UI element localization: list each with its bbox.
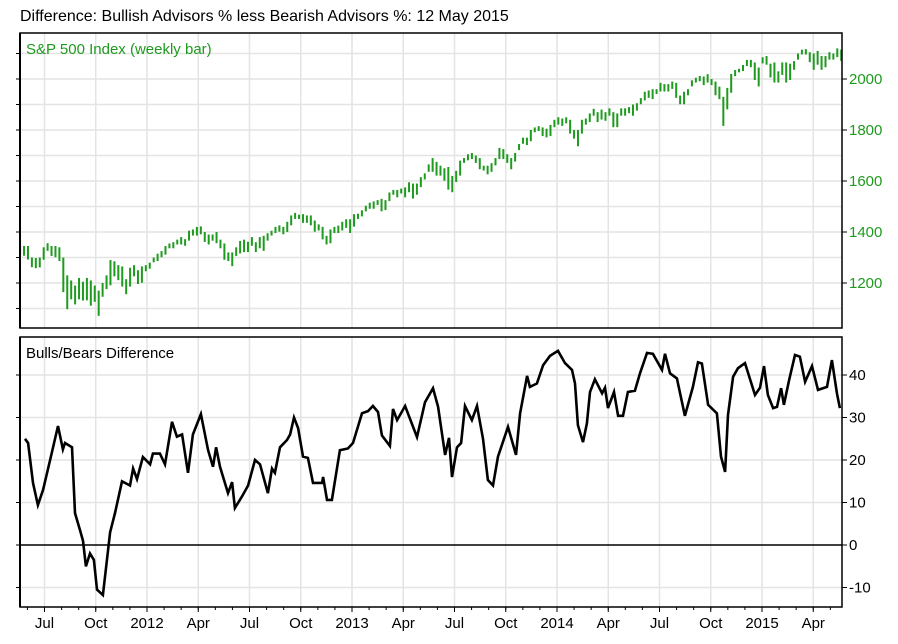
- x-tick-label: 2014: [540, 615, 573, 632]
- sp500-panel: 1200 1400 1600 1800 2000 S&P 500 Index (weekl…: [16, 32, 882, 329]
- x-axis: Jul Oct 2012 Apr Jul Oct 2013 Apr Jul Oct 2014 Apr J…: [26, 607, 831, 632]
- x-tick-label: Apr: [597, 615, 620, 632]
- x-tick-label: 2012: [130, 615, 163, 632]
- x-tick-label: 2015: [745, 615, 778, 632]
- x-tick-label: Jul: [445, 615, 464, 632]
- chart-title: Difference: Bullish Advisors % less Bear…: [20, 8, 509, 25]
- x-tick-label: Oct: [289, 615, 313, 632]
- bulls-bears-panel-frame: [19, 336, 843, 608]
- bulls-bears-panel: -10 0 10 20 30 40 Bulls/Bears Difference: [16, 336, 871, 608]
- x-tick-label: Apr: [802, 615, 825, 632]
- y-tick-label: 10: [849, 495, 866, 512]
- y-tick-label: -10: [849, 580, 871, 597]
- y-tick-label: 20: [849, 452, 866, 469]
- x-tick-label: Jul: [35, 615, 54, 632]
- y-tick-label: 2000: [849, 71, 882, 88]
- x-tick-label: Apr: [187, 615, 210, 632]
- bulls-bears-line-group: [23, 348, 842, 598]
- x-tick-label: Jul: [650, 615, 669, 632]
- y-tick-label: 30: [849, 410, 866, 427]
- x-tick-label: Oct: [494, 615, 518, 632]
- y-tick-label: 40: [849, 367, 866, 384]
- x-tick-label: Oct: [699, 615, 723, 632]
- sp500-legend: S&P 500 Index (weekly bar): [26, 41, 212, 58]
- x-tick-label: 2013: [335, 615, 368, 632]
- y-tick-label: 1200: [849, 275, 882, 292]
- sp500-bars: [20, 48, 842, 316]
- y-tick-label: 0: [849, 537, 857, 554]
- y-tick-label: 1600: [849, 173, 882, 190]
- y-tick-label: 1800: [849, 122, 882, 139]
- y-tick-label: 1400: [849, 224, 882, 241]
- bulls-bears-legend: Bulls/Bears Difference: [26, 345, 174, 362]
- x-tick-label: Apr: [392, 615, 415, 632]
- x-tick-label: Oct: [84, 615, 108, 632]
- x-tick-label: Jul: [240, 615, 259, 632]
- bulls-bears-line: [23, 348, 842, 598]
